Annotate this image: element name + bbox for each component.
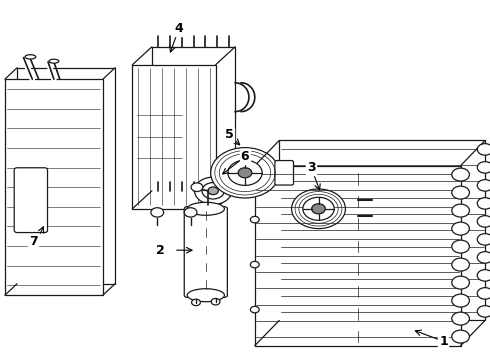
Polygon shape bbox=[152, 47, 235, 191]
Ellipse shape bbox=[25, 55, 36, 59]
Ellipse shape bbox=[187, 202, 224, 215]
Circle shape bbox=[208, 187, 219, 195]
Circle shape bbox=[477, 288, 490, 299]
Text: 2: 2 bbox=[156, 244, 165, 257]
Circle shape bbox=[211, 148, 279, 198]
Circle shape bbox=[452, 330, 469, 343]
Circle shape bbox=[238, 168, 252, 178]
Text: 4: 4 bbox=[174, 22, 183, 35]
Circle shape bbox=[452, 312, 469, 325]
Ellipse shape bbox=[187, 289, 224, 302]
Circle shape bbox=[292, 189, 345, 229]
Circle shape bbox=[250, 306, 259, 313]
Text: 5: 5 bbox=[225, 129, 234, 141]
Circle shape bbox=[452, 294, 469, 307]
Circle shape bbox=[312, 204, 325, 214]
Polygon shape bbox=[279, 140, 485, 320]
Circle shape bbox=[202, 183, 224, 199]
Circle shape bbox=[477, 306, 490, 317]
FancyBboxPatch shape bbox=[14, 168, 48, 233]
FancyBboxPatch shape bbox=[184, 207, 227, 297]
Circle shape bbox=[477, 162, 490, 173]
FancyBboxPatch shape bbox=[340, 190, 373, 227]
Circle shape bbox=[195, 177, 232, 204]
Circle shape bbox=[477, 252, 490, 263]
Circle shape bbox=[477, 270, 490, 281]
Circle shape bbox=[250, 216, 259, 223]
Circle shape bbox=[303, 197, 334, 220]
Circle shape bbox=[477, 180, 490, 191]
Polygon shape bbox=[17, 68, 115, 284]
Text: 3: 3 bbox=[307, 161, 316, 174]
Circle shape bbox=[477, 144, 490, 155]
Circle shape bbox=[452, 168, 469, 181]
Text: 1: 1 bbox=[439, 335, 448, 348]
Circle shape bbox=[477, 216, 490, 227]
Circle shape bbox=[151, 208, 164, 217]
Circle shape bbox=[452, 222, 469, 235]
Text: 7: 7 bbox=[29, 235, 38, 248]
Circle shape bbox=[452, 204, 469, 217]
Circle shape bbox=[452, 276, 469, 289]
Polygon shape bbox=[132, 65, 216, 209]
Ellipse shape bbox=[49, 59, 59, 63]
Polygon shape bbox=[255, 166, 461, 346]
Circle shape bbox=[452, 258, 469, 271]
Circle shape bbox=[184, 208, 197, 217]
Circle shape bbox=[477, 198, 490, 209]
Circle shape bbox=[452, 240, 469, 253]
Circle shape bbox=[192, 299, 200, 306]
Circle shape bbox=[191, 183, 203, 192]
Circle shape bbox=[477, 234, 490, 245]
Polygon shape bbox=[5, 79, 103, 295]
Circle shape bbox=[211, 298, 220, 305]
Circle shape bbox=[228, 160, 262, 185]
Text: 6: 6 bbox=[241, 150, 249, 163]
Circle shape bbox=[250, 261, 259, 268]
Circle shape bbox=[452, 186, 469, 199]
FancyBboxPatch shape bbox=[275, 161, 294, 185]
